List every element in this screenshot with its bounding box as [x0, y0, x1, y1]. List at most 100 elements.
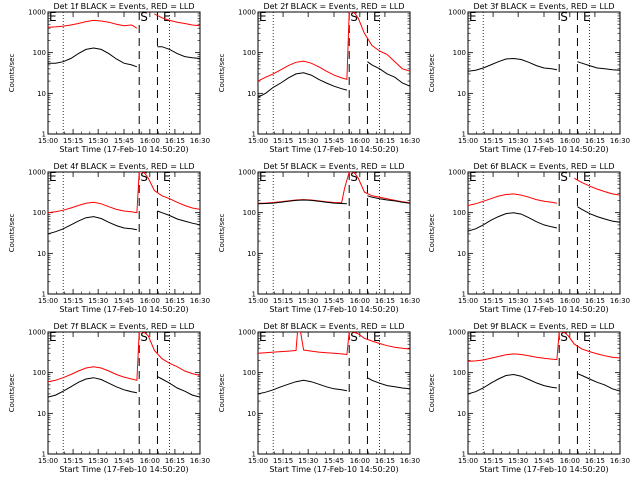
marker-label: E — [373, 330, 381, 344]
y-tick-label: 100 — [33, 369, 46, 377]
y-tick-label: 10 — [37, 250, 46, 258]
plot-frame — [47, 11, 201, 135]
panel-title: Det 4f BLACK = Events, RED = LLD — [53, 162, 194, 171]
x-tick-label: 15:00 — [458, 457, 478, 465]
x-tick-label: 15:30 — [298, 297, 318, 305]
plot-frame — [47, 331, 201, 455]
marker-label: S — [350, 170, 358, 184]
x-tick-label: 15:30 — [298, 137, 318, 145]
plot-frame — [257, 171, 411, 295]
y-tick-label: 100 — [453, 49, 466, 57]
plot-frame — [257, 11, 411, 135]
x-tick-label: 16:15 — [585, 137, 605, 145]
x-tick-label: 16:00 — [350, 137, 370, 145]
series-line-red-lld — [48, 332, 200, 383]
marker-label: E — [163, 170, 171, 184]
x-tick-label: 16:15 — [375, 297, 395, 305]
y-axis-label: Counts/sec — [218, 54, 226, 93]
y-tick-label: 1000 — [238, 9, 256, 17]
series-line-red-lld — [468, 177, 620, 206]
x-tick-label: 16:15 — [375, 457, 395, 465]
y-tick-label: 10 — [457, 90, 466, 98]
x-tick-label: 16:30 — [610, 137, 630, 145]
x-tick-label: 16:15 — [375, 137, 395, 145]
x-tick-label: 16:15 — [585, 297, 605, 305]
y-tick-label: 1 — [42, 291, 46, 299]
y-tick-label: 100 — [243, 49, 256, 57]
y-axis-label: Counts/sec — [428, 214, 436, 253]
x-tick-label: 16:30 — [190, 137, 210, 145]
x-tick-label: 15:00 — [248, 137, 268, 145]
panel-title: Det 2f BLACK = Events, RED = LLD — [263, 2, 404, 11]
series-line-black-events — [258, 61, 410, 98]
marker-label: E — [583, 10, 591, 24]
marker-label: S — [350, 330, 358, 344]
y-tick-label: 10 — [247, 90, 256, 98]
x-tick-label: 15:15 — [273, 457, 293, 465]
y-tick-label: 1 — [42, 131, 46, 139]
marker-label: E — [259, 330, 267, 344]
y-tick-label: 100 — [243, 209, 256, 217]
x-tick-label: 15:45 — [114, 457, 134, 465]
y-tick-label: 1 — [462, 291, 466, 299]
series-line-black-events — [468, 373, 620, 395]
x-tick-label: 15:45 — [534, 137, 554, 145]
panel-title: Det 9f BLACK = Events, RED = LLD — [473, 322, 614, 331]
y-tick-label: 1000 — [238, 329, 256, 337]
y-tick-label: 10 — [247, 250, 256, 258]
marker-label: E — [373, 10, 381, 24]
plot-frame — [257, 331, 411, 455]
x-tick-label: 15:30 — [508, 297, 528, 305]
y-tick-label: 1 — [252, 451, 256, 459]
x-tick-label: 15:30 — [508, 137, 528, 145]
x-tick-label: 15:45 — [114, 297, 134, 305]
x-tick-label: 16:30 — [400, 137, 420, 145]
marker-label: E — [373, 170, 381, 184]
x-tick-label: 16:30 — [400, 457, 420, 465]
plot-frame — [47, 171, 201, 295]
x-axis-label: Start Time (17-Feb-10 14:50:20) — [479, 305, 608, 314]
y-axis-label: Counts/sec — [8, 214, 16, 253]
series-line-black-events — [48, 376, 200, 398]
x-tick-label: 16:00 — [560, 137, 580, 145]
series-line-black-events — [468, 57, 620, 72]
x-tick-label: 15:00 — [248, 297, 268, 305]
marker-label: S — [560, 170, 568, 184]
x-axis-label: Start Time (17-Feb-10 14:50:20) — [479, 465, 608, 474]
y-tick-label: 100 — [33, 49, 46, 57]
x-tick-label: 16:30 — [610, 297, 630, 305]
y-tick-label: 10 — [457, 250, 466, 258]
panel-title: Det 3f BLACK = Events, RED = LLD — [473, 2, 614, 11]
y-tick-label: 1000 — [238, 169, 256, 177]
marker-label: E — [163, 10, 171, 24]
x-tick-label: 15:45 — [534, 297, 554, 305]
y-tick-label: 1000 — [448, 9, 466, 17]
series-line-black-events — [258, 377, 410, 395]
x-tick-label: 15:30 — [88, 137, 108, 145]
x-tick-label: 15:15 — [63, 297, 83, 305]
x-tick-label: 16:00 — [140, 457, 160, 465]
x-tick-label: 16:30 — [190, 457, 210, 465]
y-tick-label: 1000 — [448, 169, 466, 177]
series-line-red-lld — [258, 12, 410, 82]
y-tick-label: 1 — [462, 451, 466, 459]
y-tick-label: 10 — [37, 410, 46, 418]
x-tick-label: 15:15 — [63, 137, 83, 145]
plot-frame — [467, 11, 621, 135]
x-tick-label: 15:00 — [458, 297, 478, 305]
marker-label: S — [560, 330, 568, 344]
x-tick-label: 16:00 — [350, 457, 370, 465]
marker-label: E — [163, 330, 171, 344]
x-tick-label: 15:30 — [88, 297, 108, 305]
x-tick-label: 15:00 — [458, 137, 478, 145]
x-tick-label: 15:45 — [324, 457, 344, 465]
x-tick-label: 16:30 — [190, 297, 210, 305]
x-tick-label: 15:45 — [324, 297, 344, 305]
marker-label: E — [49, 10, 57, 24]
panel-title: Det 5f BLACK = Events, RED = LLD — [263, 162, 404, 171]
x-axis-label: Start Time (17-Feb-10 14:50:20) — [479, 145, 608, 154]
